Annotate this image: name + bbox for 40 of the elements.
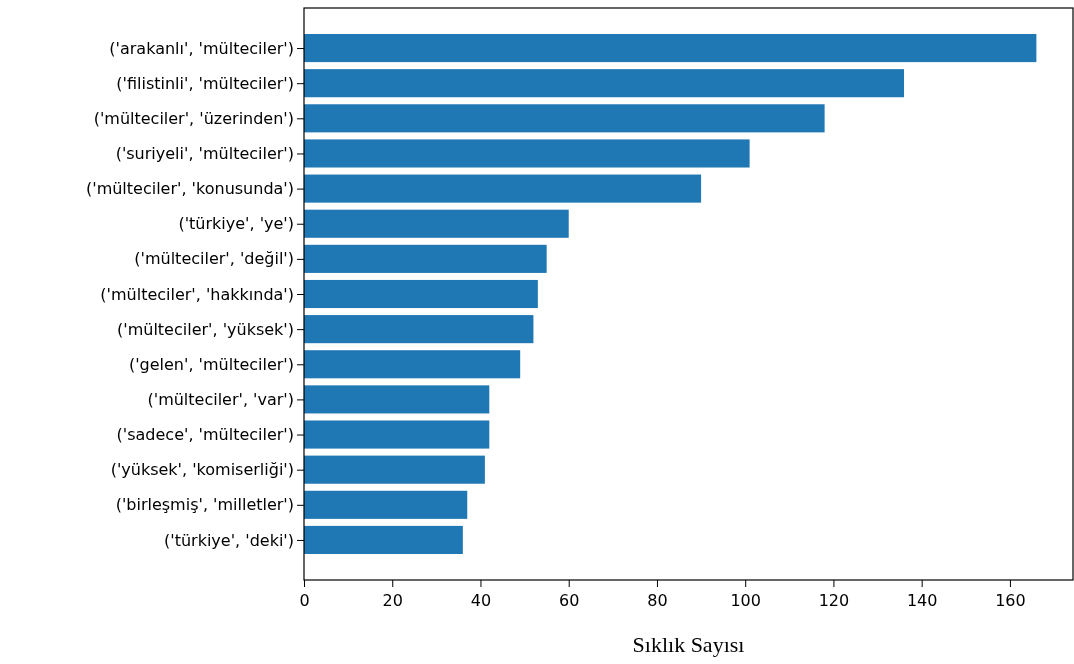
y-tick-label: ('sadece', 'mülteciler') (116, 425, 294, 445)
bar (304, 34, 1037, 63)
bar (304, 385, 490, 414)
y-tick-label: ('mülteciler', 'konusunda') (86, 179, 294, 199)
x-axis-title: Sıklık Sayısı (632, 632, 745, 657)
y-tick-label: ('mülteciler', 'hakkında') (100, 284, 294, 304)
x-tick-label: 80 (647, 591, 668, 610)
x-tick-label: 0 (299, 591, 310, 610)
x-tick-label: 160 (995, 591, 1026, 610)
bar (304, 455, 485, 484)
x-tick-label: 40 (470, 591, 492, 610)
y-tick-label: ('suriyeli', 'mülteciler') (115, 144, 294, 164)
y-tick-label: ('türkiye', 'deki') (164, 530, 294, 550)
x-tick-label: 100 (730, 591, 761, 610)
y-tick-label: ('birleşmiş', 'milletler') (115, 495, 294, 515)
y-tick-label: ('mülteciler', 'var') (147, 390, 294, 410)
y-tick-label: ('filistinli', 'mülteciler') (116, 73, 294, 93)
bar (304, 209, 569, 238)
y-tick-label: ('yüksek', 'komiserliği') (110, 460, 294, 480)
bar (304, 104, 825, 133)
bar (304, 69, 905, 98)
bar (304, 490, 468, 519)
bar (304, 420, 490, 449)
x-tick-label: 20 (382, 591, 403, 610)
bar (304, 139, 750, 168)
bar (304, 244, 547, 273)
y-tick-label: ('gelen', 'mülteciler') (128, 354, 294, 374)
bar (304, 315, 534, 344)
x-tick-label: 140 (906, 591, 938, 610)
bar (304, 279, 538, 309)
y-tick-label: ('mülteciler', 'değil') (134, 249, 294, 269)
y-tick-label: ('türkiye', 'ye') (178, 214, 294, 234)
bar (304, 174, 702, 203)
bar (304, 525, 463, 554)
y-tick-label: ('mülteciler', 'üzerinden') (93, 108, 294, 128)
x-tick-label: 60 (559, 591, 580, 610)
x-tick-label: 120 (818, 591, 850, 610)
y-tick-label: ('arakanlı', 'mülteciler') (109, 38, 294, 58)
bar (304, 350, 521, 379)
y-tick-label: ('mülteciler', 'yüksek') (117, 319, 294, 339)
